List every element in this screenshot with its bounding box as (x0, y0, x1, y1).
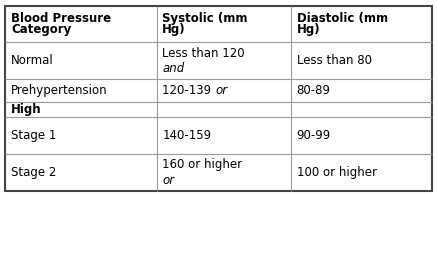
Bar (5, 6, 432, 190)
Text: Stage 1: Stage 1 (11, 129, 56, 142)
Text: Diastolic (mm: Diastolic (mm (297, 12, 388, 25)
Text: 80-89: 80-89 (297, 84, 331, 97)
Text: Less than 80: Less than 80 (297, 54, 372, 67)
Text: 160 or higher: 160 or higher (162, 158, 243, 171)
Text: 100 or higher: 100 or higher (297, 166, 377, 179)
Text: 90-99: 90-99 (297, 129, 331, 142)
Text: High: High (11, 103, 42, 116)
Text: Blood Pressure: Blood Pressure (11, 12, 111, 25)
Text: Stage 2: Stage 2 (11, 166, 56, 179)
Text: 120-139: 120-139 (162, 84, 215, 97)
Text: 140-159: 140-159 (162, 129, 212, 142)
Text: or: or (162, 174, 174, 187)
Text: Normal: Normal (11, 54, 54, 67)
Text: and: and (162, 62, 184, 75)
Text: Category: Category (11, 23, 71, 36)
Text: Prehypertension: Prehypertension (11, 84, 108, 97)
Text: Hg): Hg) (162, 23, 186, 36)
Text: Hg): Hg) (297, 23, 320, 36)
Text: Less than 120: Less than 120 (162, 47, 245, 60)
Text: or: or (215, 84, 227, 97)
Text: Systolic (mm: Systolic (mm (162, 12, 248, 25)
